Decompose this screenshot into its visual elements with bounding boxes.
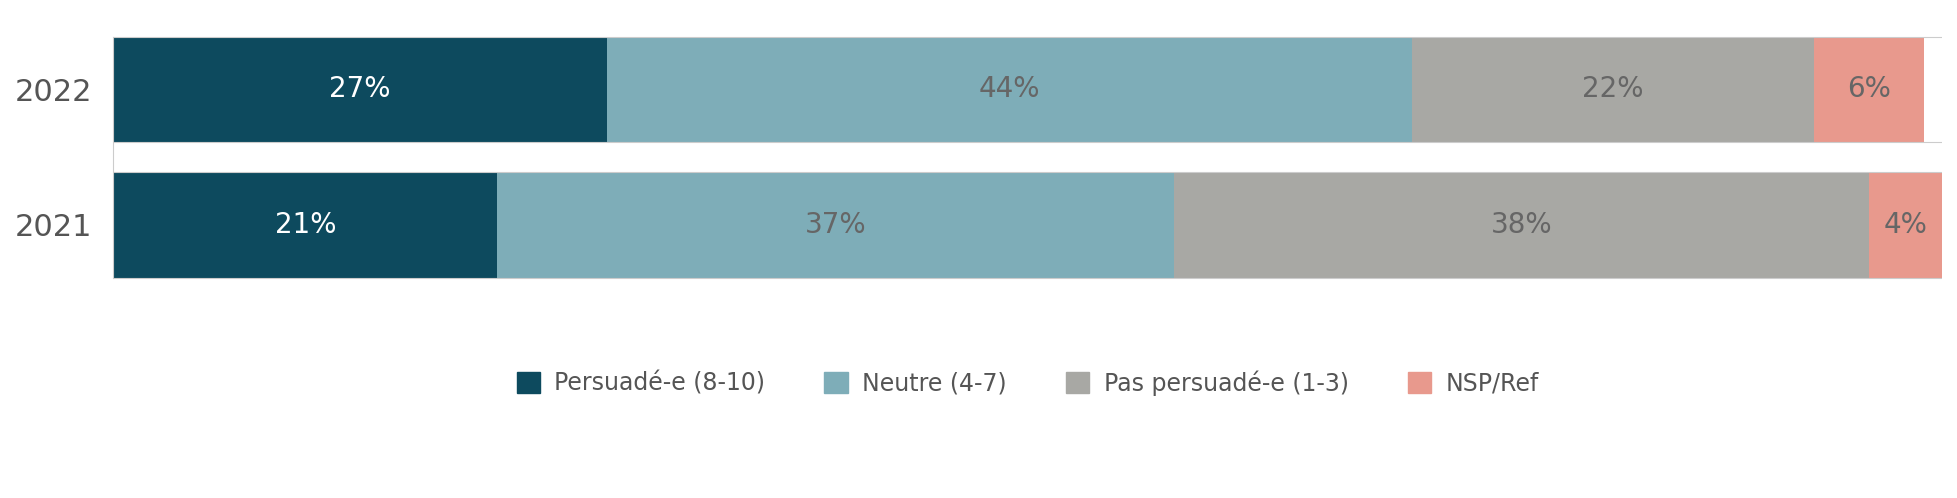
Text: 4%: 4%	[1883, 211, 1928, 239]
Bar	[607, 37, 1411, 142]
Bar	[1411, 37, 1814, 142]
Legend: Persuadé-e (8-10), Neutre (4-7), Pas persuadé-e (1-3), NSP/Ref: Persuadé-e (8-10), Neutre (4-7), Pas per…	[517, 370, 1538, 395]
Text: 22%: 22%	[1581, 76, 1644, 104]
Text: 44%: 44%	[978, 76, 1039, 104]
Bar	[114, 172, 497, 277]
Bar	[1814, 37, 1924, 142]
Text: 37%: 37%	[804, 211, 867, 239]
Bar	[1869, 172, 1941, 277]
Text: 21%: 21%	[274, 211, 337, 239]
Text: 27%: 27%	[329, 76, 391, 104]
Text: 38%: 38%	[1491, 211, 1552, 239]
Bar	[114, 37, 607, 142]
Bar	[1174, 172, 1869, 277]
Bar	[497, 172, 1174, 277]
Text: 6%: 6%	[1847, 76, 1890, 104]
